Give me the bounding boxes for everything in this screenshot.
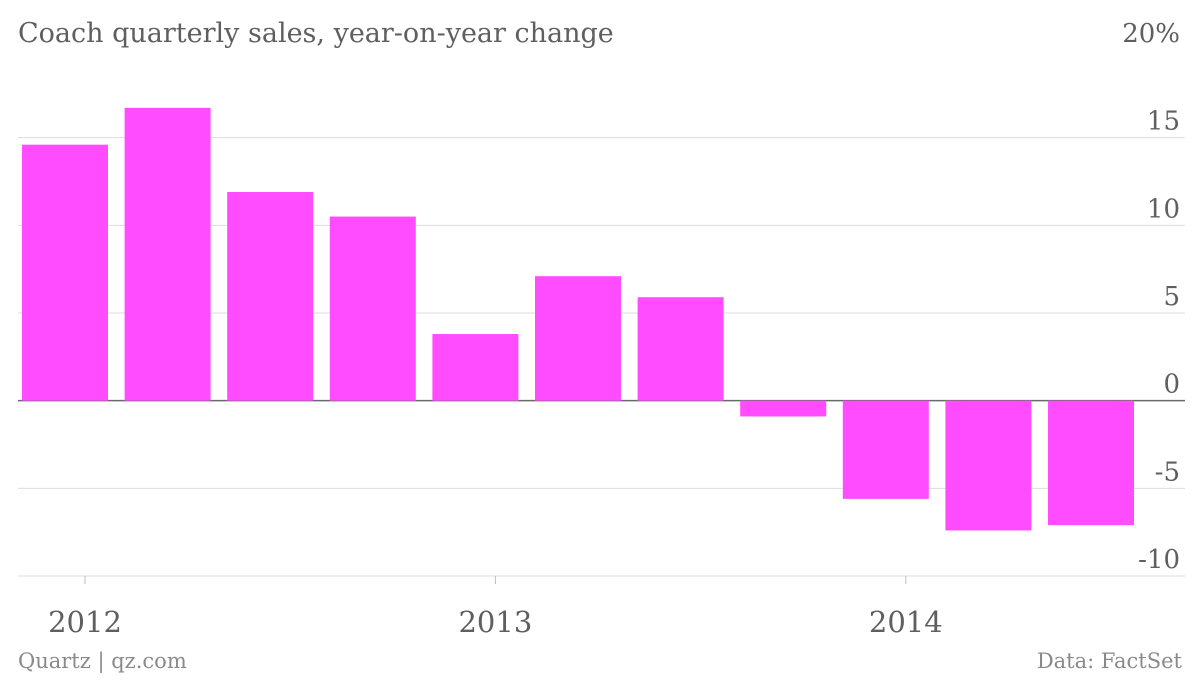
bar-layer (22, 107, 1134, 531)
y-tick-label: -10 (1138, 545, 1180, 575)
bar-q1-2012 (22, 144, 108, 401)
y-tick-label: 0 (1163, 370, 1180, 400)
bar-q4-2013 (740, 400, 827, 417)
chart-title: Coach quarterly sales, year-on-year chan… (18, 18, 614, 49)
y-tick-label: 15 (1147, 107, 1180, 137)
bar-q2-2014 (945, 400, 1032, 531)
x-tick-label: 2014 (869, 605, 943, 639)
y-tick-label: 20% (1122, 19, 1180, 49)
y-tick-label: 5 (1163, 282, 1180, 312)
bar-q3-2012 (227, 192, 314, 401)
y-tick-label: 10 (1147, 194, 1180, 224)
bar-q3-2013 (637, 297, 724, 401)
bar-q2-2012 (124, 107, 211, 401)
bar-q3-2014 (1048, 400, 1134, 526)
bar-q2-2013 (535, 276, 621, 401)
data-source: Data: FactSet (1037, 649, 1183, 673)
bar-q1-2014 (842, 400, 929, 499)
bar-q1-2013 (432, 334, 519, 401)
source-credit: Quartz | qz.com (18, 649, 187, 674)
axis-layer: 20% 15 10 5 0 -5 -10 2012 2013 2014 (48, 19, 1180, 639)
bar-q4-2012 (329, 216, 416, 401)
y-tick-label: -5 (1155, 457, 1180, 487)
x-tick-label: 2013 (458, 605, 532, 639)
x-tick-label: 2012 (48, 605, 122, 639)
